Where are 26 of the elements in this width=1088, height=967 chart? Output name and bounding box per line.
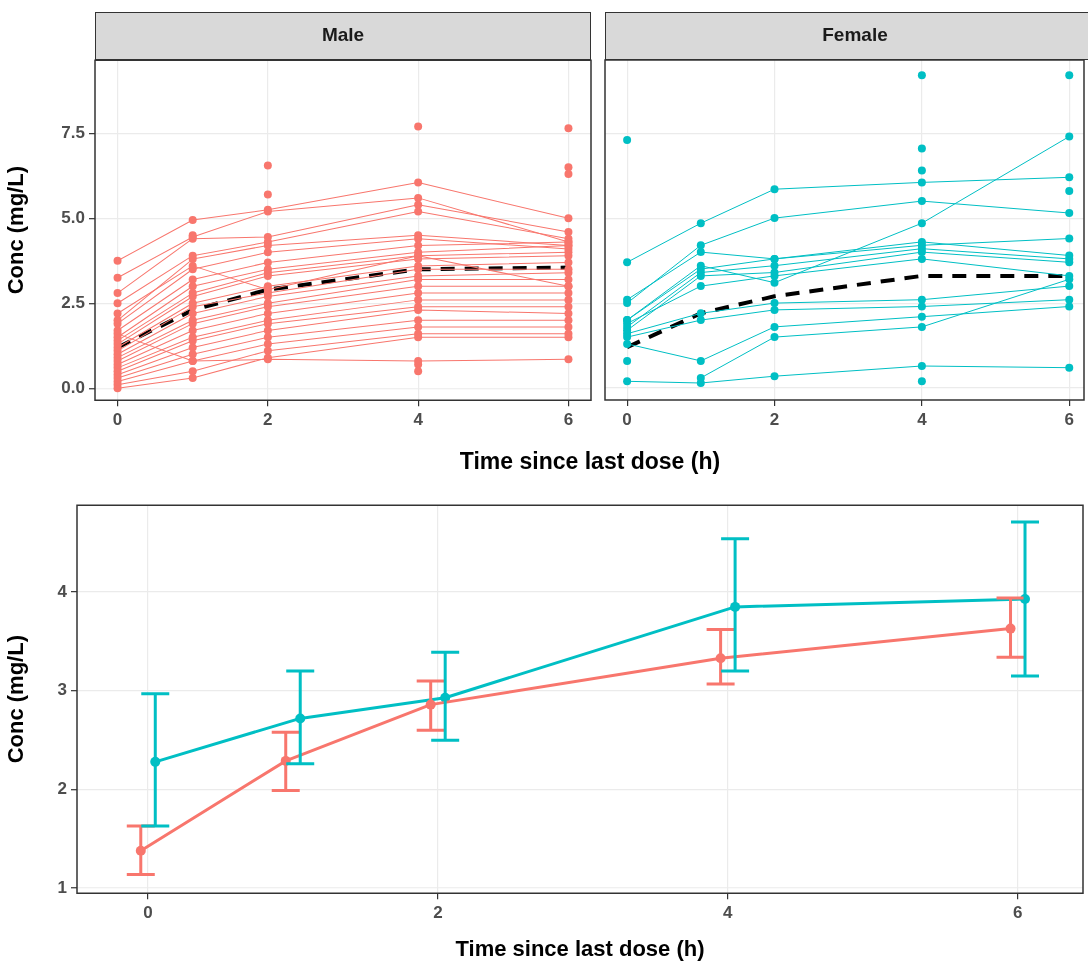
y-tick-label: 7.5 [61,122,85,142]
y-tick-label: 5.0 [61,207,85,227]
y-tick-label: 2 [57,778,67,798]
y-axis-title: Conc (mg/L) [3,165,29,295]
x-tick-label: 2 [769,409,780,429]
y-tick-label: 1 [57,877,67,897]
x-tick-label: 6 [1064,409,1074,429]
x-tick-label: 2 [263,409,273,429]
x-tick-label: 4 [413,409,424,429]
x-tick-label: 2 [433,902,443,922]
x-tick-label: 4 [917,409,928,429]
x-tick-label: 4 [723,902,734,922]
x-tick-label: 6 [563,409,574,429]
x-tick-label: 0 [622,409,632,429]
y-tick-label: 2.5 [61,292,85,312]
y-axis-title: Conc (mg/L) [3,634,29,764]
chart-title: Female [605,12,1088,60]
x-axis-title: Time since last dose (h) [455,935,705,961]
y-tick-label: 3 [57,680,67,700]
x-tick-label: 0 [112,409,123,429]
chart-title: Male [95,12,591,60]
x-tick-label: 0 [143,902,153,922]
x-tick-label: 6 [1013,902,1023,922]
x-axis-title: Time since last dose (h) [459,448,721,475]
y-tick-label: 4 [57,581,68,601]
y-tick-label: 0.0 [61,377,85,397]
